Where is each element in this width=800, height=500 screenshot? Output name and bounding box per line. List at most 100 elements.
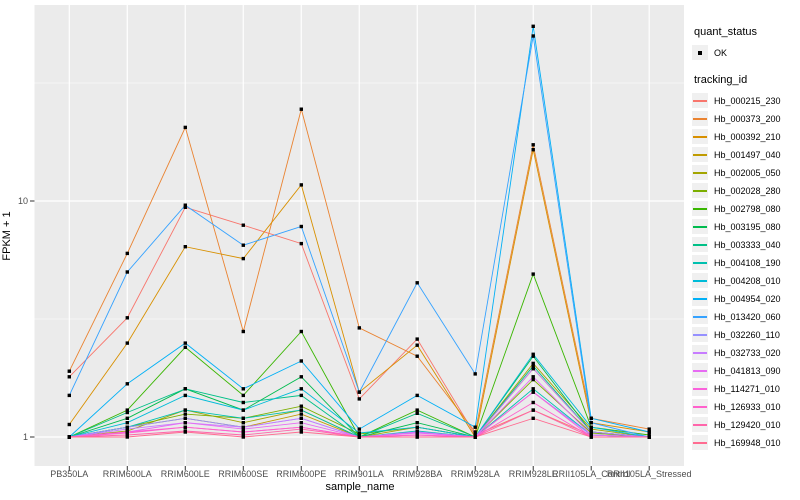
data-point	[531, 354, 535, 358]
data-point	[357, 390, 361, 394]
data-point	[473, 425, 477, 429]
x-tick-label: RRIM901LA	[334, 469, 384, 479]
data-point	[357, 326, 361, 330]
legend-item-label: Hb_002028_280	[714, 185, 781, 196]
legend-item-Hb_002798_080: Hb_002798_080	[692, 200, 800, 217]
x-tick-label: RRIM928BA	[392, 469, 443, 479]
legend-item-label: Hb_041813_090	[714, 365, 781, 376]
line-key-icon	[692, 183, 708, 198]
line-key-icon	[692, 219, 708, 234]
legend-item-label: Hb_004108_190	[714, 257, 781, 268]
data-point	[357, 431, 361, 435]
data-point	[241, 433, 245, 437]
legend-item-Hb_032260_110: Hb_032260_110	[692, 326, 800, 343]
legend-item-label: Hb_032260_110	[714, 329, 780, 340]
legend-item-Hb_169948_010: Hb_169948_010	[692, 434, 800, 451]
line-key-icon	[692, 363, 708, 378]
data-point	[531, 400, 535, 405]
data-point	[67, 369, 71, 373]
data-point	[531, 377, 535, 382]
legend-item-Hb_004108_190: Hb_004108_190	[692, 254, 800, 271]
data-point	[589, 433, 593, 437]
x-tick-label: RRII105LA_Stressed	[606, 469, 692, 479]
data-point	[241, 400, 245, 405]
data-point	[67, 375, 71, 379]
legend-item-Hb_032733_020: Hb_032733_020	[692, 344, 800, 361]
data-point	[531, 387, 535, 391]
legend-item-label: Hb_004208_010	[714, 275, 781, 286]
line-key-icon	[692, 435, 708, 450]
legend-item-label: Hb_004954_020	[714, 293, 781, 304]
data-point	[299, 387, 303, 391]
legend-item-Hb_013420_060: Hb_013420_060	[692, 308, 800, 325]
line-key-icon	[692, 417, 708, 432]
data-point	[531, 148, 535, 152]
data-point	[473, 372, 477, 376]
legend-item-label: Hb_013420_060	[714, 311, 781, 322]
legend-tracking-items: Hb_000215_230 Hb_000373_200 Hb_000392_210 H…	[692, 92, 800, 451]
x-axis-title: sample_name	[325, 481, 395, 493]
legend-item-label: Hb_002798_080	[714, 203, 781, 214]
data-point	[357, 435, 361, 439]
x-tick-label: RRIM928LE	[508, 469, 558, 479]
y-tick-label: 1	[22, 431, 28, 442]
data-point	[531, 34, 535, 38]
legend-item-label: OK	[714, 47, 728, 58]
legend-item-label: Hb_002005_050	[714, 167, 781, 178]
data-point	[241, 243, 245, 247]
legend-item-label: Hb_114271_010	[714, 383, 780, 394]
color-line-glyph	[693, 333, 707, 336]
data-point	[183, 421, 187, 425]
data-point	[241, 425, 245, 429]
line-key-icon	[692, 237, 708, 252]
data-point	[125, 421, 129, 425]
legend-item-Hb_003195_080: Hb_003195_080	[692, 218, 800, 235]
legend-item-label: Hb_000373_200	[714, 113, 781, 124]
data-point	[125, 270, 129, 274]
data-point	[241, 408, 245, 412]
data-point	[415, 431, 419, 435]
data-point	[531, 408, 535, 412]
legend-spacer	[692, 62, 800, 74]
legend-item-Hb_002028_280: Hb_002028_280	[692, 182, 800, 199]
data-point	[125, 410, 129, 415]
data-point	[647, 435, 651, 439]
line-key-icon	[692, 165, 708, 180]
data-point	[299, 412, 303, 416]
data-point	[67, 422, 71, 427]
data-point	[531, 366, 535, 371]
legend-item-label: Hb_129420_010	[714, 419, 781, 430]
data-point	[531, 361, 535, 366]
x-tick-label: RRIM600SE	[218, 469, 269, 479]
data-point	[415, 425, 419, 429]
data-point	[299, 183, 303, 187]
data-point	[589, 435, 593, 439]
color-line-glyph	[693, 297, 707, 300]
data-point	[589, 425, 593, 429]
legend-item-Hb_129420_010: Hb_129420_010	[692, 416, 800, 433]
color-line-glyph	[693, 243, 707, 246]
data-point	[415, 337, 419, 341]
color-line-glyph	[693, 117, 707, 120]
data-point	[415, 435, 419, 439]
x-tick-label: RRIM600PE	[276, 469, 327, 479]
data-point	[647, 427, 651, 431]
data-point	[183, 430, 187, 434]
data-point	[183, 345, 187, 349]
data-point	[241, 427, 245, 431]
data-point	[125, 316, 129, 320]
color-line-glyph	[693, 225, 707, 228]
data-point	[299, 375, 303, 379]
data-point	[647, 430, 651, 434]
data-point	[183, 425, 187, 429]
x-tick-label: RRII105LA_Control	[552, 469, 631, 479]
color-line-glyph	[693, 207, 707, 210]
line-key-icon	[692, 309, 708, 324]
legend-tracking-id-title: tracking_id	[694, 74, 748, 86]
color-line-glyph	[693, 135, 707, 138]
legend-item-label: Hb_126933_010	[714, 401, 781, 412]
data-point	[415, 393, 419, 398]
data-point	[241, 435, 245, 439]
